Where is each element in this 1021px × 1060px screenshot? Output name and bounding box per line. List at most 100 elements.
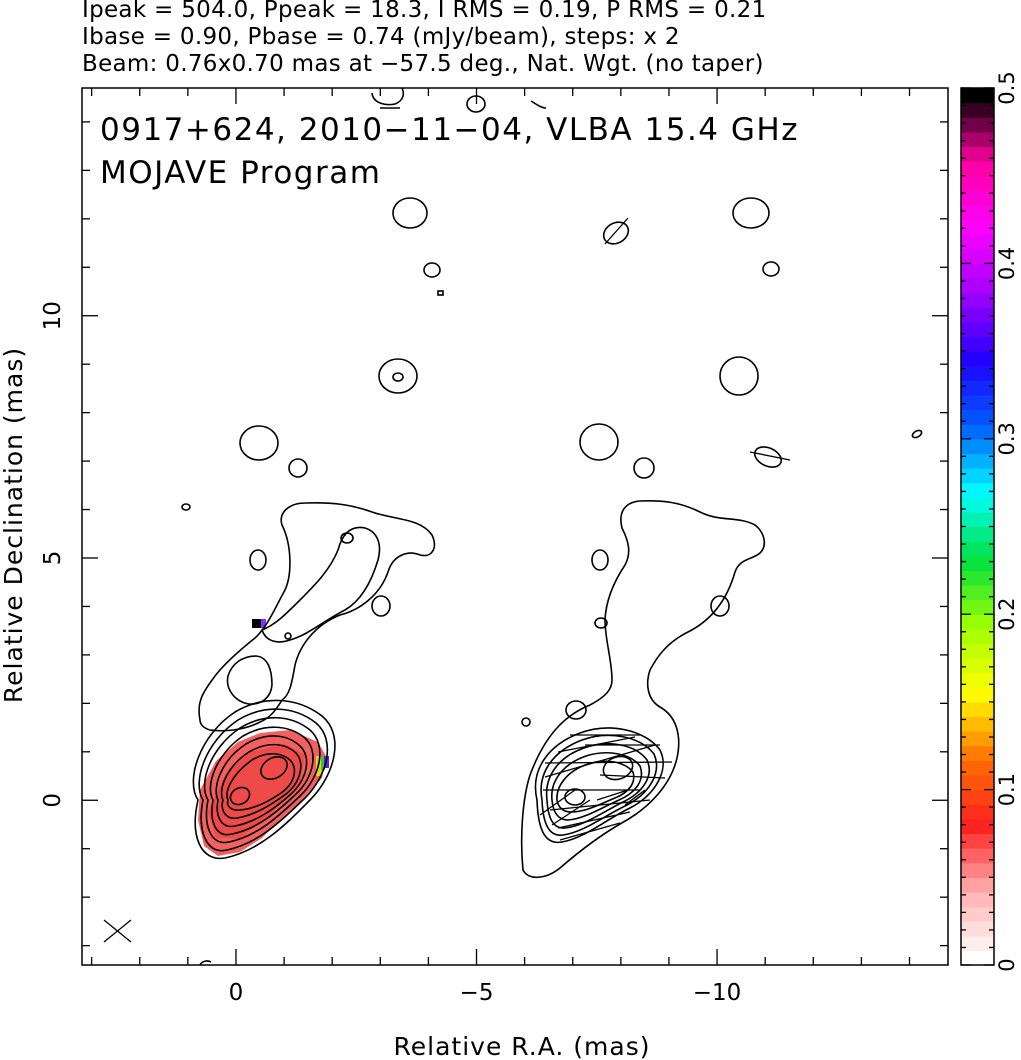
colorbar-segment bbox=[961, 789, 994, 805]
colorbar-segment bbox=[961, 248, 994, 264]
x-tick-label: −10 bbox=[693, 980, 742, 1006]
colorbar-segment bbox=[961, 672, 994, 688]
polarization-fill-core bbox=[208, 744, 305, 838]
colorbar-tick-label: 0 bbox=[995, 958, 1019, 971]
colorbar-segment bbox=[961, 365, 994, 381]
colorbar-segment bbox=[961, 117, 994, 133]
colorbar-segment bbox=[961, 906, 994, 922]
colorbar-segment bbox=[961, 497, 994, 513]
x-tick-label: 0 bbox=[229, 980, 244, 1006]
colorbar-tick-label: 0.2 bbox=[995, 597, 1019, 630]
colorbar-segment bbox=[961, 716, 994, 732]
header-line-2: Ibase = 0.90, Pbase = 0.74 (mJy/beam), s… bbox=[82, 24, 680, 50]
colorbar-segment bbox=[961, 321, 994, 338]
colorbar-segment bbox=[961, 774, 994, 791]
colorbar-segment bbox=[961, 643, 994, 659]
colorbar-segment bbox=[961, 409, 994, 425]
contour-right-islands bbox=[521, 197, 923, 727]
colorbar-segment bbox=[961, 219, 994, 235]
colorbar-segment bbox=[961, 818, 994, 835]
contour-lines bbox=[103, 88, 923, 965]
colorbar-segment bbox=[961, 731, 994, 747]
colorbar-segment bbox=[961, 468, 994, 484]
colorbar-segment bbox=[961, 526, 994, 542]
colorbar-segment bbox=[961, 658, 994, 674]
colorbar-segment bbox=[961, 336, 994, 352]
colorbar-segment bbox=[961, 278, 994, 294]
colorbar-tick-label: 0.4 bbox=[995, 247, 1019, 280]
colorbar-segment bbox=[961, 234, 994, 250]
contour-left-jet-inner bbox=[260, 526, 381, 643]
axis-tick-labels: 0 −5 −10 0 5 10 bbox=[40, 301, 741, 1006]
header-line-3: Beam: 0.76x0.70 mas at −57.5 deg., Nat. … bbox=[82, 51, 764, 77]
colorbar-segment bbox=[961, 570, 994, 586]
chart-subtitle: MOJAVE Program bbox=[100, 155, 381, 191]
colorbar-segment bbox=[961, 453, 994, 469]
colorbar-segment bbox=[961, 438, 994, 455]
colorbar-segment bbox=[961, 380, 994, 396]
y-tick-label: 10 bbox=[40, 301, 66, 330]
contour-left-core-rings bbox=[192, 699, 336, 860]
colorbar-segment bbox=[961, 862, 994, 878]
colorbar-segment bbox=[961, 877, 994, 893]
colorbar-tick-labels: 0 0.1 0.2 0.3 0.4 0.5 bbox=[995, 71, 1019, 971]
polarization-spot-black bbox=[252, 619, 262, 628]
colorbar-segment bbox=[961, 131, 994, 148]
colorbar-segment bbox=[961, 584, 994, 601]
colorbar-segment bbox=[961, 921, 994, 937]
colorbar-segment bbox=[961, 614, 994, 630]
y-axis-label: Relative Declination (mas) bbox=[0, 347, 28, 703]
colorbar-segment bbox=[961, 263, 994, 279]
contour-left-jet-outer bbox=[198, 501, 436, 732]
colorbar-segment bbox=[961, 745, 994, 761]
colorbar-segment bbox=[961, 102, 994, 118]
colorbar-tick-label: 0.3 bbox=[995, 422, 1019, 455]
colorbar-segment bbox=[961, 687, 994, 703]
colorbar-segment bbox=[961, 88, 994, 104]
x-tick-label: −5 bbox=[460, 980, 494, 1006]
plot-frame bbox=[81, 87, 949, 966]
colorbar-segment bbox=[961, 394, 994, 411]
colorbar-segment bbox=[961, 701, 994, 718]
polarization-edge-green bbox=[321, 756, 325, 770]
colorbar-segment bbox=[961, 351, 994, 367]
contour-left-knot-small bbox=[340, 532, 354, 544]
colorbar-segment bbox=[961, 891, 994, 908]
colorbar-segment bbox=[961, 628, 994, 645]
colorbar-segment bbox=[961, 848, 994, 864]
colorbar-segment bbox=[961, 541, 994, 557]
colorbar-segment bbox=[961, 204, 994, 221]
colorbar-segment bbox=[961, 760, 994, 776]
colorbar-segment bbox=[961, 833, 994, 849]
colorbar-segment bbox=[961, 599, 994, 615]
colorbar-segment bbox=[961, 307, 994, 323]
colorbar-tick-label: 0.1 bbox=[995, 773, 1019, 806]
colorbar bbox=[961, 88, 994, 966]
x-axis-label: Relative R.A. (mas) bbox=[394, 1032, 651, 1060]
contour-left-jet-knot bbox=[226, 655, 273, 705]
colorbar-segment bbox=[961, 935, 994, 951]
colorbar-segment bbox=[961, 482, 994, 498]
colorbar-segment bbox=[961, 161, 994, 177]
colorbar-segment bbox=[961, 950, 994, 966]
colorbar-segment bbox=[961, 555, 994, 571]
colorbar-tick-label: 0.5 bbox=[995, 71, 1019, 104]
contour-left-knot-dot bbox=[284, 632, 292, 640]
colorbar-segment bbox=[961, 292, 994, 308]
colorbar-segment bbox=[961, 424, 994, 440]
chart-title: 0917+624, 2010−11−04, VLBA 15.4 GHz bbox=[100, 112, 799, 148]
y-tick-label: 0 bbox=[40, 793, 66, 808]
colorbar-segment bbox=[961, 190, 994, 206]
header-line-1: Ipeak = 504.0, Ppeak = 18.3, I RMS = 0.1… bbox=[82, 0, 767, 23]
polarization-vectors bbox=[539, 217, 791, 841]
beam-symbol bbox=[103, 919, 132, 943]
y-tick-label: 5 bbox=[40, 551, 66, 566]
colorbar-segment bbox=[961, 511, 994, 528]
contour-left-islands bbox=[181, 88, 547, 965]
colorbar-segment bbox=[961, 175, 994, 191]
axis-ticks bbox=[82, 88, 948, 965]
colorbar-segment bbox=[961, 146, 994, 162]
colorbar-ticks bbox=[961, 87, 994, 966]
colorbar-segment bbox=[961, 804, 994, 820]
